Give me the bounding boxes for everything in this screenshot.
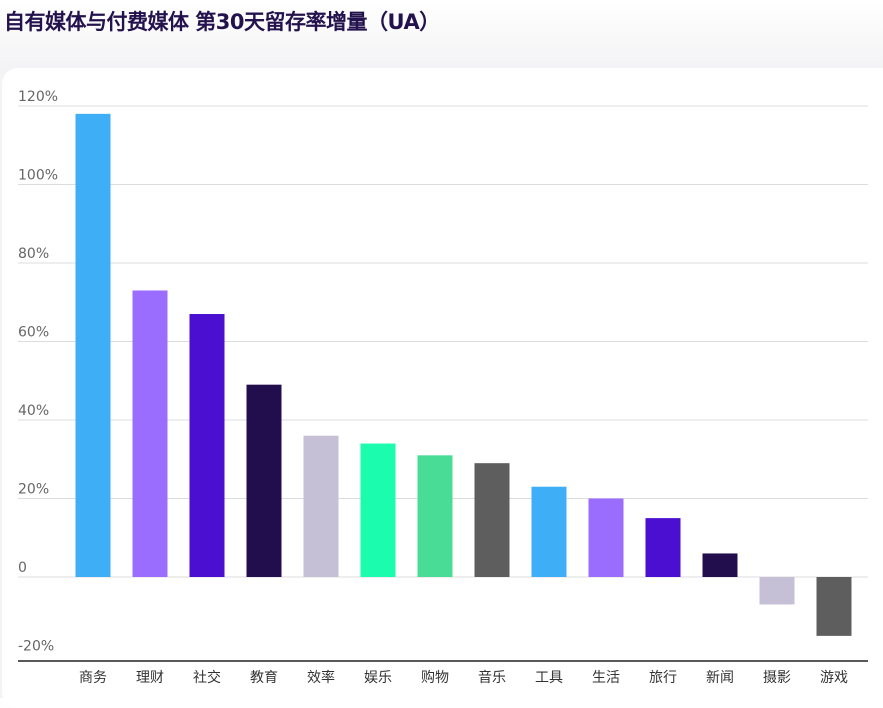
x-tick-label: 摄影 [763,670,791,686]
x-tick-label: 购物 [421,670,449,686]
x-tick-label: 新闻 [706,670,734,686]
bar-工具 [531,486,567,577]
y-tick-label: 40% [18,403,49,419]
y-tick-label: -20% [18,639,54,655]
bar-效率 [303,435,339,577]
bar-购物 [417,455,453,577]
x-tick-label: 理财 [136,670,164,686]
x-tick-label: 效率 [307,669,335,686]
chart-title: 自有媒体与付费媒体 第30天留存率增量（UA） [4,10,440,34]
x-tick-label: 游戏 [820,670,848,686]
bar-教育 [246,384,282,577]
y-tick-label: 80% [18,246,49,262]
y-tick-label: 0 [18,560,27,576]
bar-音乐 [474,463,510,577]
bar-游戏 [816,577,852,636]
y-tick-label: 120% [18,89,58,105]
x-tick-label: 工具 [535,670,563,686]
y-tick-label: 100% [18,168,58,184]
x-tick-label: 旅行 [649,670,677,686]
y-tick-label: 20% [18,482,49,498]
x-tick-label: 音乐 [478,669,506,686]
bar-摄影 [759,577,795,605]
bar-商务 [75,113,111,577]
bar-娱乐 [360,443,396,577]
bar-新闻 [702,553,738,577]
x-tick-label: 教育 [250,670,278,686]
x-tick-label: 生活 [592,670,620,686]
x-tick-label: 娱乐 [364,670,392,686]
bar-旅行 [645,518,681,577]
bar-社交 [189,314,225,577]
bar-生活 [588,498,624,577]
x-tick-label: 商务 [79,670,107,686]
x-tick-label: 社交 [193,669,221,686]
bar-理财 [132,290,168,577]
y-tick-label: 60% [18,325,49,341]
